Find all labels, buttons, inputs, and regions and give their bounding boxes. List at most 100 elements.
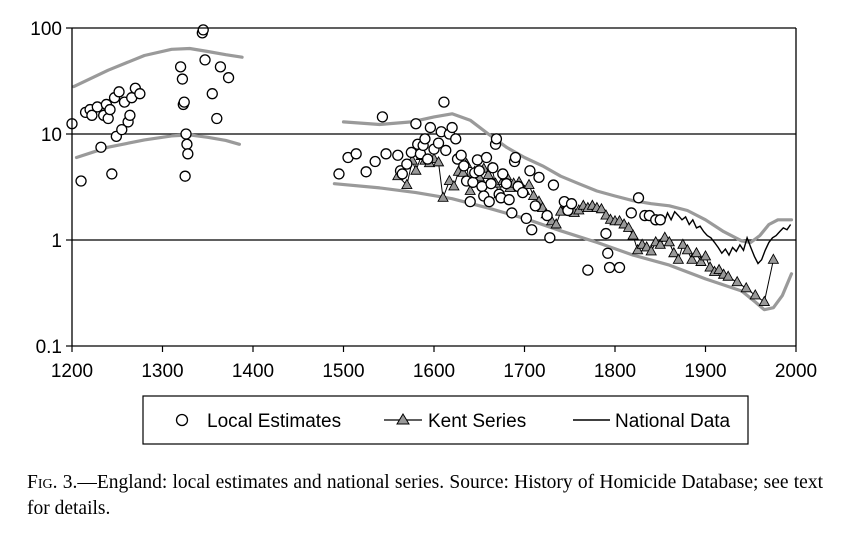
kent-series-point: [550, 218, 562, 229]
kent-series-point: [663, 235, 676, 247]
local-estimate-point: [603, 261, 616, 274]
local-estimate-point: [333, 168, 345, 180]
local-estimate-point: [524, 165, 536, 177]
local-estimate-point: [401, 158, 413, 170]
local-estimate-point: [369, 155, 381, 168]
kent-series-point: [681, 243, 694, 255]
local-estimate-point: [526, 224, 538, 236]
kent-series-point: [767, 253, 780, 264]
local-estimate-point: [497, 168, 509, 180]
local-estimate-point: [86, 109, 98, 121]
y-tick-label: 0.1: [36, 337, 62, 358]
kent-series-point: [482, 168, 495, 179]
local-estimate-point: [392, 149, 404, 161]
kent-series-point: [527, 189, 540, 200]
local-estimate-point: [182, 148, 194, 160]
x-tick-label: 2000: [775, 361, 817, 382]
kent-series-point: [600, 209, 612, 220]
kent-series-point: [622, 221, 635, 232]
local-estimate-point: [396, 168, 408, 180]
local-estimate-point: [520, 212, 532, 225]
kent-series-point: [595, 202, 608, 214]
local-estimate-point: [483, 196, 495, 208]
local-estimate-point: [541, 209, 553, 222]
kent-series-point: [713, 263, 725, 275]
y-tick-label: 10: [41, 125, 62, 146]
local-estimate-point: [134, 88, 146, 100]
kent-series-point: [631, 243, 644, 255]
figure-caption: Fig. 3.—England: local estimates and nat…: [27, 470, 823, 522]
local-estimate-point: [509, 151, 522, 164]
local-estimate-point: [458, 160, 470, 172]
local-estimate-point: [565, 198, 578, 210]
x-tick-label: 1500: [322, 361, 364, 382]
local-estimate-point: [214, 61, 227, 73]
local-estimate-point: [410, 118, 422, 130]
local-estimate-point: [529, 200, 542, 212]
local-estimate-point: [613, 261, 626, 274]
local-estimate-point: [380, 148, 392, 160]
kent-series-point: [410, 164, 422, 175]
local-estimate-point: [547, 179, 560, 191]
local-estimate-point: [517, 186, 529, 199]
x-tick-label: 1600: [413, 361, 455, 382]
local-estimate-point: [438, 96, 450, 108]
y-tick-label: 100: [30, 19, 62, 40]
band-line: [332, 182, 794, 312]
local-estimate-point: [490, 133, 503, 145]
local-estimate-point: [197, 24, 209, 36]
local-estimate-point: [480, 151, 493, 164]
local-estimate-point: [104, 103, 116, 116]
local-estimate-point: [446, 121, 458, 134]
band-line: [72, 46, 244, 89]
x-tick-label: 1900: [684, 361, 726, 382]
local-estimate-point: [181, 138, 193, 150]
local-estimate-point: [106, 168, 118, 180]
kent-series-point: [758, 295, 771, 306]
local-estimate-point: [485, 178, 497, 190]
local-estimate-point: [422, 153, 434, 165]
kent-series-point: [704, 261, 716, 272]
kent-series-point: [659, 231, 671, 242]
kent-series-point: [443, 174, 456, 185]
local-estimate-point: [113, 86, 125, 98]
local-estimate-point: [544, 232, 556, 244]
local-estimate-point: [506, 207, 518, 219]
kent-series-point: [722, 270, 734, 281]
x-tick-label: 1800: [594, 361, 636, 382]
local-estimate-point: [500, 178, 513, 190]
x-tick-label: 1200: [51, 361, 93, 382]
local-estimate-point: [211, 112, 223, 125]
legend-label-local-estimates: Local Estimates: [207, 411, 341, 432]
local-estimate-point: [75, 175, 87, 187]
local-estimate-point: [124, 109, 136, 121]
national-data-line: [645, 210, 792, 265]
local-estimate-point: [440, 144, 452, 157]
caption-text: —England: local estimates and national s…: [27, 472, 823, 519]
legend-box: [142, 395, 749, 445]
local-estimate-point: [179, 170, 191, 182]
axes: 1200 1300 1400 1500 1600 1700 1800 1900 2000 0.1 1…: [30, 19, 817, 382]
local-estimate-point: [533, 171, 545, 183]
kent-series-point: [690, 246, 703, 258]
local-estimate-point: [424, 121, 437, 134]
local-estimate-point: [450, 133, 462, 145]
kent-series-point: [668, 246, 680, 258]
local-estimate-point: [178, 96, 190, 108]
x-tick-label: 1400: [232, 361, 274, 382]
local-estimate-point: [632, 192, 645, 204]
legend-label-national-data: National Data: [615, 411, 731, 432]
local-estimate-point: [206, 88, 218, 100]
kent-series-point: [645, 245, 657, 256]
local-estimate-point: [222, 72, 235, 84]
local-estimate-point: [503, 194, 515, 206]
local-estimate-point: [464, 196, 476, 208]
local-estimate-point: [360, 166, 372, 178]
legend-label-kent-series: Kent Series: [428, 411, 526, 432]
local-estimate-point: [600, 227, 612, 240]
legend-marker-local-estimates: [175, 413, 189, 427]
local-estimate-point: [376, 111, 389, 123]
x-tick-label: 1300: [141, 361, 183, 382]
local-estimate-point: [95, 141, 107, 153]
local-estimate-point: [602, 247, 614, 259]
